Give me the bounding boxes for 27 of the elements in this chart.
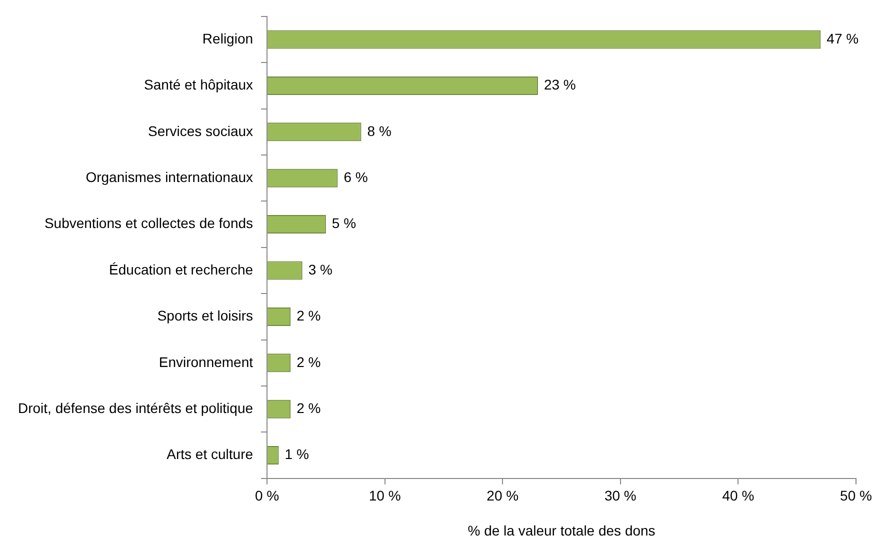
data-label: 2 % bbox=[296, 400, 321, 416]
y-tick-label: Environnement bbox=[158, 354, 254, 370]
y-tick-label: Organismes internationaux bbox=[86, 168, 254, 185]
y-tick-label: Santé et hôpitaux bbox=[144, 76, 254, 93]
y-tick-label: Subventions et collectes de fonds bbox=[44, 215, 254, 232]
data-label: 5 % bbox=[332, 215, 356, 232]
y-tick-label: Arts et culture bbox=[166, 446, 254, 462]
data-label: 2 % bbox=[296, 354, 321, 370]
data-label: 23 % bbox=[544, 76, 576, 93]
y-tick-label: Sports et loisirs bbox=[157, 308, 254, 324]
data-label: 47 % bbox=[826, 30, 859, 46]
x-tick-label: 20 % bbox=[486, 488, 519, 504]
x-tick-label: 0 % bbox=[254, 488, 280, 504]
data-label: 3 % bbox=[308, 261, 332, 278]
y-tick-label: Éducation et recherche bbox=[109, 261, 254, 278]
y-tick-label: Services sociaux bbox=[148, 122, 254, 139]
y-tick-label: Droit, défense des intérêts et politique bbox=[18, 400, 254, 416]
data-label: 2 % bbox=[296, 308, 321, 324]
y-tick-label: Religion bbox=[202, 30, 254, 46]
x-tick-label: 10 % bbox=[368, 488, 401, 504]
x-tick-label: 50 % bbox=[840, 488, 872, 504]
x-tick-label: 30 % bbox=[604, 488, 636, 504]
data-label: 1 % bbox=[284, 446, 309, 462]
data-label: 6 % bbox=[344, 168, 368, 185]
x-axis-title: % de la valeur totale des dons bbox=[468, 522, 656, 538]
data-label: 8 % bbox=[367, 122, 392, 139]
x-tick-label: 40 % bbox=[722, 488, 754, 504]
